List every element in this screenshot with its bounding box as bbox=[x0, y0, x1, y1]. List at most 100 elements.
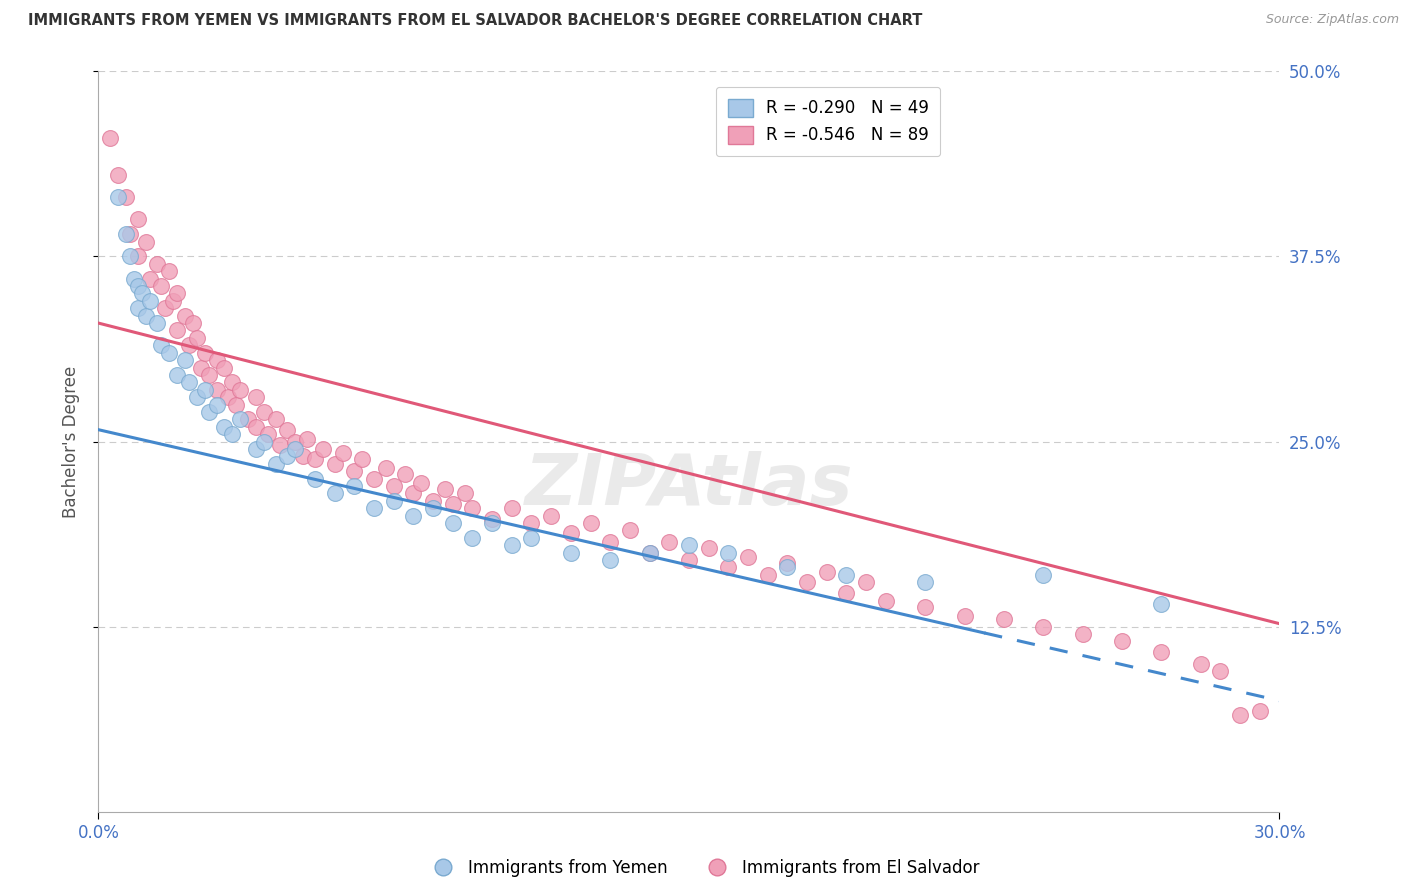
Point bbox=[343, 464, 366, 478]
Point bbox=[264, 457, 287, 471]
Point bbox=[796, 575, 818, 590]
Point bbox=[332, 446, 354, 460]
Point bbox=[697, 541, 720, 556]
Point bbox=[127, 250, 149, 264]
Text: ZIPAtlas: ZIPAtlas bbox=[524, 451, 853, 520]
Point bbox=[194, 345, 217, 359]
Point bbox=[953, 609, 976, 624]
Point bbox=[177, 338, 200, 352]
Point bbox=[815, 565, 838, 579]
Point bbox=[875, 594, 897, 608]
Point bbox=[135, 309, 157, 323]
Point bbox=[269, 437, 291, 451]
Point bbox=[599, 535, 621, 549]
Point bbox=[186, 331, 208, 345]
Point bbox=[276, 423, 298, 437]
Point bbox=[402, 508, 425, 523]
Point bbox=[253, 405, 276, 419]
Point bbox=[284, 434, 307, 449]
Point bbox=[1209, 664, 1232, 678]
Point bbox=[98, 131, 121, 145]
Point bbox=[1032, 619, 1054, 633]
Point bbox=[194, 383, 217, 397]
Point bbox=[914, 575, 936, 590]
Point bbox=[1150, 598, 1173, 612]
Point bbox=[205, 353, 228, 368]
Point bbox=[855, 575, 877, 590]
Point bbox=[229, 383, 252, 397]
Point bbox=[157, 264, 180, 278]
Point bbox=[118, 250, 141, 264]
Point bbox=[501, 501, 523, 516]
Point bbox=[138, 293, 160, 308]
Point bbox=[292, 450, 315, 464]
Point bbox=[197, 405, 219, 419]
Point bbox=[382, 493, 405, 508]
Point bbox=[422, 493, 444, 508]
Point bbox=[312, 442, 335, 456]
Point bbox=[150, 279, 173, 293]
Point bbox=[155, 301, 177, 316]
Point bbox=[190, 360, 212, 375]
Point bbox=[127, 279, 149, 293]
Point bbox=[304, 452, 326, 467]
Point bbox=[343, 479, 366, 493]
Point bbox=[166, 324, 188, 338]
Point bbox=[174, 353, 197, 368]
Point bbox=[221, 427, 243, 442]
Point bbox=[205, 397, 228, 411]
Point bbox=[217, 390, 239, 404]
Point bbox=[323, 457, 346, 471]
Point bbox=[245, 419, 267, 434]
Point bbox=[638, 546, 661, 560]
Point bbox=[1249, 704, 1271, 718]
Point bbox=[177, 376, 200, 390]
Point bbox=[162, 293, 184, 308]
Point bbox=[756, 567, 779, 582]
Point bbox=[441, 497, 464, 511]
Point bbox=[304, 471, 326, 485]
Legend: Immigrants from Yemen, Immigrants from El Salvador: Immigrants from Yemen, Immigrants from E… bbox=[419, 853, 987, 884]
Point bbox=[127, 212, 149, 227]
Point bbox=[181, 316, 204, 330]
Point bbox=[166, 368, 188, 382]
Point bbox=[678, 538, 700, 552]
Point bbox=[835, 585, 858, 599]
Point bbox=[776, 560, 799, 574]
Point bbox=[1111, 634, 1133, 648]
Point bbox=[221, 376, 243, 390]
Point bbox=[264, 412, 287, 426]
Point bbox=[118, 227, 141, 242]
Point bbox=[501, 538, 523, 552]
Point bbox=[737, 549, 759, 564]
Point bbox=[205, 383, 228, 397]
Point bbox=[135, 235, 157, 249]
Point bbox=[433, 482, 456, 496]
Point bbox=[122, 271, 145, 285]
Point bbox=[197, 368, 219, 382]
Point bbox=[717, 546, 740, 560]
Point bbox=[461, 531, 484, 545]
Point bbox=[245, 442, 267, 456]
Point bbox=[245, 390, 267, 404]
Point bbox=[186, 390, 208, 404]
Point bbox=[253, 434, 276, 449]
Point bbox=[1150, 645, 1173, 659]
Point bbox=[441, 516, 464, 530]
Text: IMMIGRANTS FROM YEMEN VS IMMIGRANTS FROM EL SALVADOR BACHELOR'S DEGREE CORRELATI: IMMIGRANTS FROM YEMEN VS IMMIGRANTS FROM… bbox=[28, 13, 922, 29]
Point bbox=[107, 168, 129, 182]
Point bbox=[540, 508, 562, 523]
Point bbox=[115, 227, 138, 242]
Point bbox=[174, 309, 197, 323]
Point bbox=[422, 501, 444, 516]
Point bbox=[411, 475, 433, 490]
Point bbox=[560, 526, 582, 541]
Point bbox=[236, 412, 259, 426]
Point bbox=[461, 501, 484, 516]
Point bbox=[776, 556, 799, 570]
Point bbox=[107, 190, 129, 204]
Point bbox=[638, 546, 661, 560]
Point bbox=[131, 286, 153, 301]
Point bbox=[453, 486, 475, 500]
Point bbox=[717, 560, 740, 574]
